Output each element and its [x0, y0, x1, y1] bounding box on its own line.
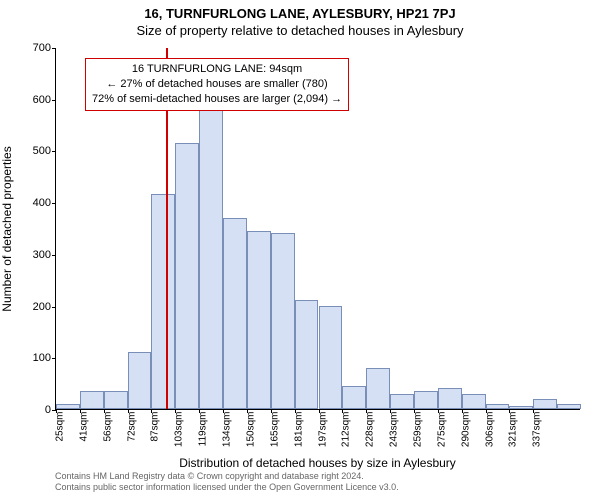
x-tick-label: 212sqm — [341, 412, 352, 448]
x-tick-label: 259sqm — [412, 412, 423, 448]
histogram-bar — [199, 109, 223, 409]
info-line-2: ← 27% of detached houses are smaller (78… — [92, 77, 342, 92]
histogram-bar — [486, 404, 510, 409]
y-tick-mark — [52, 203, 56, 204]
histogram-bar — [509, 406, 533, 409]
histogram-bar — [438, 388, 462, 409]
histogram-bar — [80, 391, 104, 409]
footer-line-1: Contains HM Land Registry data © Crown c… — [55, 471, 399, 483]
histogram-bar — [151, 194, 175, 409]
histogram-bar — [414, 391, 438, 409]
y-tick-label: 200 — [16, 301, 51, 313]
histogram-bar — [104, 391, 128, 409]
histogram-bar — [319, 306, 343, 409]
x-axis-label: Distribution of detached houses by size … — [179, 456, 456, 470]
y-tick-mark — [52, 100, 56, 101]
x-tick-label: 87sqm — [150, 412, 161, 442]
x-tick-label: 56sqm — [102, 412, 113, 442]
footer-line-2: Contains public sector information licen… — [55, 482, 399, 494]
x-tick-label: 25sqm — [55, 412, 66, 442]
info-line-3: 72% of semi-detached houses are larger (… — [92, 92, 342, 107]
x-tick-label: 134sqm — [222, 412, 233, 448]
x-tick-label: 306sqm — [484, 412, 495, 448]
histogram-bar — [557, 404, 581, 409]
histogram-bar — [390, 394, 414, 410]
chart-container: 010020030040050060070025sqm41sqm56sqm72s… — [55, 48, 580, 410]
x-tick-label: 72sqm — [126, 412, 137, 442]
y-tick-label: 0 — [16, 404, 51, 416]
x-tick-label: 275sqm — [436, 412, 447, 448]
x-tick-label: 243sqm — [389, 412, 400, 448]
page-subtitle: Size of property relative to detached ho… — [0, 21, 600, 38]
info-box: 16 TURNFURLONG LANE: 94sqm ← 27% of deta… — [85, 58, 349, 111]
x-tick-label: 290sqm — [460, 412, 471, 448]
histogram-bar — [175, 143, 199, 409]
y-tick-mark — [52, 151, 56, 152]
histogram-bar — [128, 352, 152, 409]
histogram-bar — [247, 231, 271, 409]
y-tick-mark — [52, 255, 56, 256]
x-tick-label: 119sqm — [198, 412, 209, 447]
info-line-1: 16 TURNFURLONG LANE: 94sqm — [92, 62, 342, 77]
histogram-bar — [295, 300, 319, 409]
x-tick-label: 150sqm — [245, 412, 256, 448]
histogram-bar — [271, 233, 295, 409]
y-tick-mark — [52, 307, 56, 308]
x-tick-label: 197sqm — [317, 412, 328, 448]
histogram-bar — [462, 394, 486, 410]
y-tick-label: 100 — [16, 352, 51, 364]
x-tick-label: 181sqm — [293, 412, 304, 448]
histogram-bar — [223, 218, 247, 409]
y-tick-mark — [52, 358, 56, 359]
y-tick-label: 700 — [16, 42, 51, 54]
x-tick-label: 228sqm — [365, 412, 376, 448]
page-title: 16, TURNFURLONG LANE, AYLESBURY, HP21 7P… — [0, 0, 600, 21]
footer: Contains HM Land Registry data © Crown c… — [55, 471, 399, 494]
y-axis-label: Number of detached properties — [0, 146, 14, 311]
y-tick-label: 500 — [16, 145, 51, 157]
histogram-bar — [366, 368, 390, 409]
histogram-bar — [342, 386, 366, 409]
histogram-bar — [56, 404, 80, 409]
x-tick-label: 103sqm — [174, 412, 185, 448]
y-tick-mark — [52, 48, 56, 49]
y-tick-label: 600 — [16, 94, 51, 106]
x-tick-label: 321sqm — [508, 412, 519, 448]
y-tick-label: 300 — [16, 249, 51, 261]
x-tick-label: 337sqm — [532, 412, 543, 448]
x-tick-label: 165sqm — [269, 412, 280, 448]
histogram-bar — [533, 399, 557, 409]
y-tick-label: 400 — [16, 197, 51, 209]
x-tick-label: 41sqm — [78, 412, 89, 442]
